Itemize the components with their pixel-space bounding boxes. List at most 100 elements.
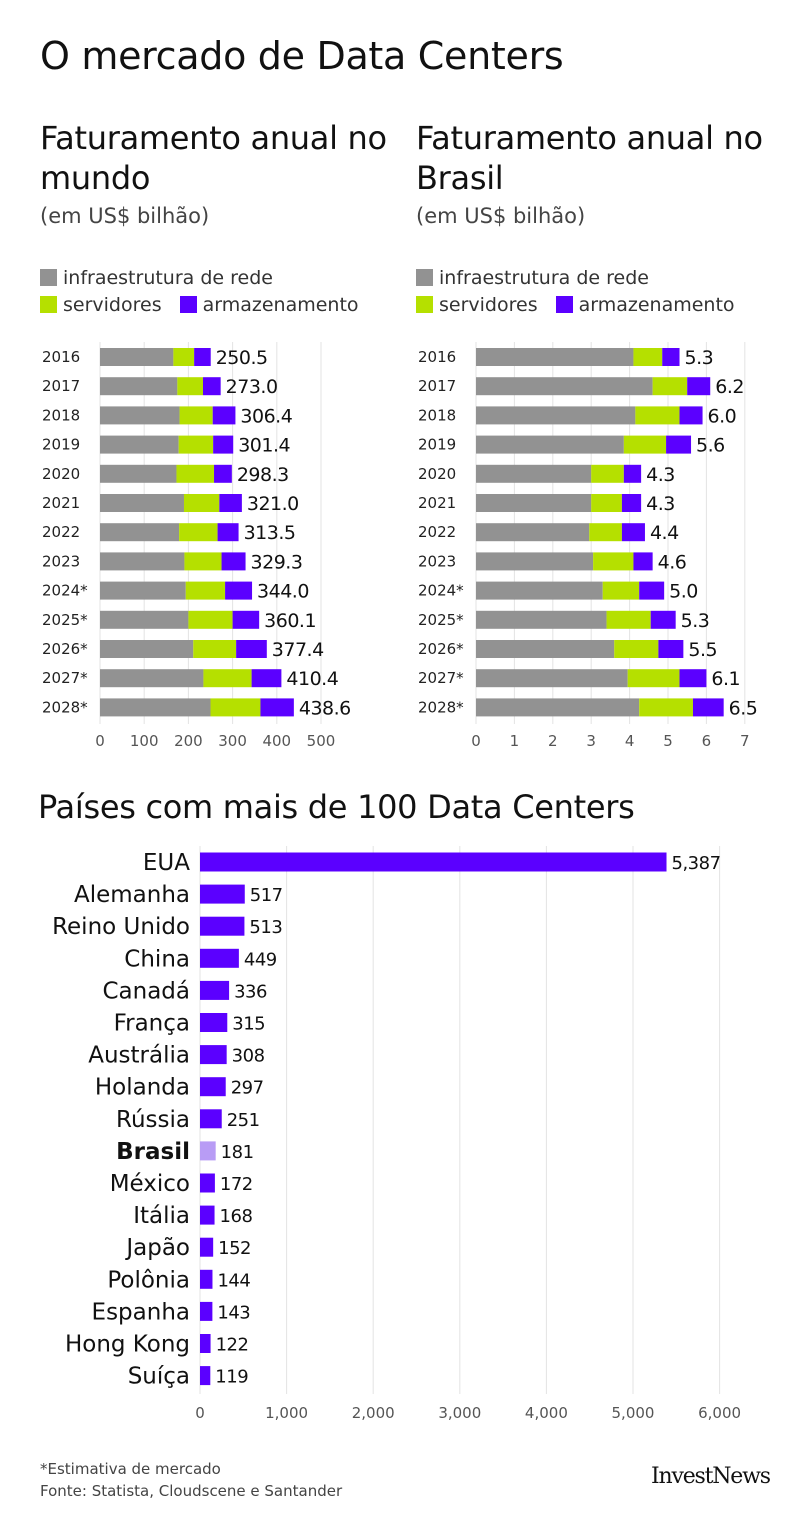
bar-servidores <box>593 552 634 571</box>
legend-label-storage: armazenamento <box>578 293 735 316</box>
total-label: 5.3 <box>681 610 710 632</box>
x-tick-label: 3 <box>586 732 596 750</box>
total-label: 250.5 <box>216 347 268 369</box>
world-chart-legend: infraestrutura de rede servidores armaze… <box>40 264 412 318</box>
bar-polonia <box>200 1269 213 1289</box>
total-label: 306.4 <box>240 405 292 427</box>
country-label-alemanha: Alemanha <box>74 882 190 908</box>
legend-swatch-storage <box>555 296 573 313</box>
year-label: 2024* <box>418 582 464 600</box>
value-label-brasil: 181 <box>221 1142 254 1163</box>
bar-armazenamento <box>232 610 260 629</box>
year-label: 2018 <box>42 406 80 424</box>
total-label: 5.6 <box>696 435 725 457</box>
bar-infraestrutura-de-rede <box>476 377 653 396</box>
total-label: 313.5 <box>244 522 296 544</box>
legend-item-storage: armazenamento <box>555 293 735 316</box>
country-label-hong-kong: Hong Kong <box>65 1332 190 1358</box>
bar-infraestrutura-de-rede <box>100 348 174 366</box>
year-label: 2028* <box>42 698 88 716</box>
world-chart-subtitle: (em US$ bilhão) <box>40 204 210 228</box>
bar-servidores <box>652 377 688 396</box>
x-tick-label: 0 <box>195 1404 205 1422</box>
total-label: 6.5 <box>729 697 758 719</box>
bar-armazenamento <box>633 552 653 571</box>
year-label: 2026* <box>42 640 88 658</box>
value-label-hong-kong: 122 <box>216 1335 249 1356</box>
bar-japao <box>200 1237 214 1257</box>
total-label: 4.6 <box>658 551 687 573</box>
total-label: 298.3 <box>237 464 289 486</box>
x-tick-label: 200 <box>174 732 203 750</box>
estimate-note: *Estimativa de mercado <box>40 1460 221 1478</box>
legend-item-storage: armazenamento <box>179 294 359 316</box>
bar-servidores <box>193 640 237 658</box>
year-label: 2020 <box>42 465 80 483</box>
bar-servidores <box>177 377 203 396</box>
bar-servidores <box>606 610 651 629</box>
bar-china <box>200 948 239 968</box>
bar-servidores <box>602 581 640 600</box>
bar-holanda <box>200 1077 226 1097</box>
total-label: 438.6 <box>299 697 351 719</box>
bar-armazenamento <box>666 435 692 454</box>
bar-italia <box>200 1205 215 1225</box>
value-label-franca: 315 <box>232 1014 265 1035</box>
bar-servidores <box>203 669 252 688</box>
bar-armazenamento <box>679 406 703 425</box>
bar-infraestrutura-de-rede <box>476 494 592 512</box>
countries-datacenter-chart: 0 1,000 2,000 3,000 4,000 5,000 6,000 EUA 5,387 A… <box>52 846 741 1422</box>
brazil-chart-subtitle: (em US$ bilhão) <box>416 204 586 228</box>
bar-armazenamento <box>621 523 645 542</box>
country-label-russia: Rússia <box>116 1107 190 1133</box>
year-label: 2016 <box>418 348 456 366</box>
year-label: 2028* <box>418 698 464 716</box>
brazil-chart-legend: infraestrutura de rede servidores armaze… <box>416 264 788 318</box>
bar-servidores <box>176 464 215 483</box>
bar-infraestrutura-de-rede <box>100 464 177 483</box>
x-tick-label: 400 <box>262 732 291 750</box>
year-label: 2017 <box>418 377 456 395</box>
year-label: 2025* <box>42 611 88 629</box>
total-label: 6.1 <box>711 668 740 690</box>
year-label: 2019 <box>42 436 80 454</box>
bar-infraestrutura-de-rede <box>476 698 640 717</box>
value-label-holanda: 297 <box>231 1078 264 1099</box>
bar-infraestrutura-de-rede <box>476 669 628 688</box>
bar-canada <box>200 980 230 1000</box>
country-label-eua: EUA <box>143 850 190 876</box>
total-label: 273.0 <box>226 376 278 398</box>
bar-infraestrutura-de-rede <box>100 581 186 600</box>
bar-servidores <box>639 698 693 717</box>
bar-armazenamento <box>639 581 665 600</box>
footnote: *Estimativa de mercado Fonte: Statista, … <box>40 1458 342 1502</box>
legend-swatch-network <box>416 269 433 286</box>
bar-infraestrutura-de-rede <box>100 610 189 629</box>
bar-infraestrutura-de-rede <box>100 494 184 512</box>
total-label: 4.3 <box>646 493 675 515</box>
year-label: 2021 <box>42 494 80 512</box>
bar-servidores <box>633 348 663 366</box>
legend-swatch-network <box>40 269 57 286</box>
bar-armazenamento <box>623 464 642 483</box>
year-label: 2018 <box>418 406 456 424</box>
legend-swatch-servers <box>40 296 57 313</box>
bar-armazenamento <box>251 669 282 688</box>
value-label-italia: 168 <box>220 1206 253 1227</box>
year-label: 2027* <box>42 669 88 687</box>
bar-infraestrutura-de-rede <box>476 610 607 629</box>
world-chart-title: Faturamento anual no mundo <box>40 119 387 197</box>
main-title: O mercado de Data Centers <box>40 34 564 78</box>
x-tick-label: 5 <box>663 732 673 750</box>
bar-armazenamento <box>194 348 211 366</box>
year-label: 2023 <box>42 552 80 570</box>
x-tick-label: 7 <box>740 732 750 750</box>
x-tick-label: 4,000 <box>525 1404 568 1422</box>
x-tick-label: 500 <box>307 732 336 750</box>
bar-infraestrutura-de-rede <box>476 552 594 571</box>
total-label: 5.3 <box>685 347 714 369</box>
total-label: 6.2 <box>715 376 744 398</box>
bar-hong-kong <box>200 1334 211 1353</box>
bar-infraestrutura-de-rede <box>100 698 211 717</box>
bar-armazenamento <box>212 406 236 425</box>
